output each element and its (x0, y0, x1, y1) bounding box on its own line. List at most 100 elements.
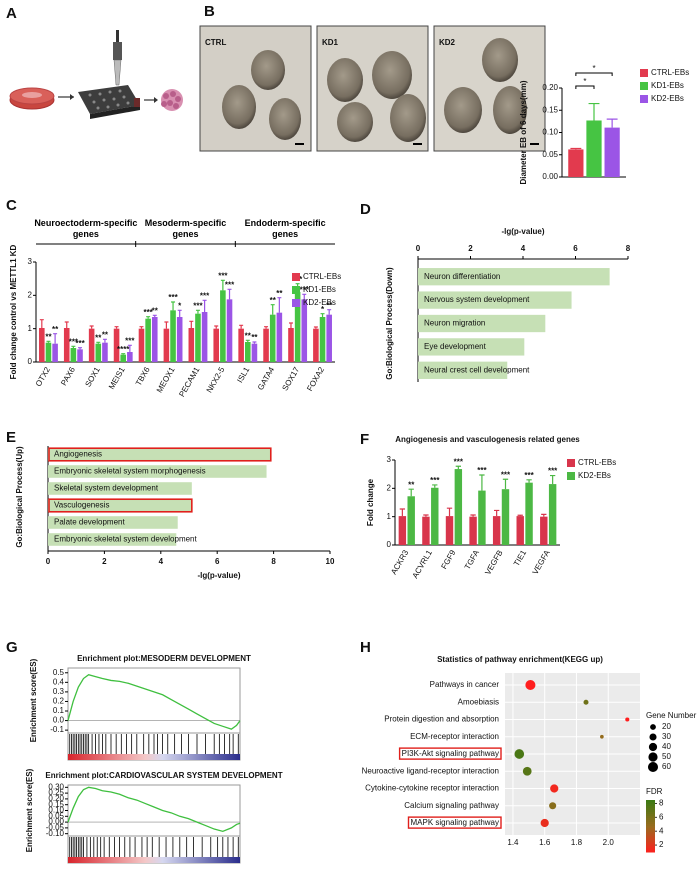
error-bar (320, 313, 325, 317)
micrograph: KD1 (316, 25, 429, 152)
colorbar-cell (646, 842, 655, 845)
micrograph: CTRL (199, 25, 312, 152)
significance: *** (524, 471, 534, 480)
significance: ** (52, 325, 59, 334)
bar (45, 342, 52, 362)
colorbar-cell (646, 836, 655, 839)
bar (226, 299, 233, 362)
highlight (398, 747, 502, 760)
bar (220, 290, 226, 362)
error-bar (541, 513, 547, 517)
y-tick-label: Neuroactive ligand-receptor interaction (362, 766, 499, 775)
significance: * (178, 301, 182, 310)
bar (469, 516, 477, 545)
error-bar (71, 345, 76, 348)
colorbar-cell (646, 844, 655, 847)
error-bar (494, 509, 500, 517)
y-tick-label: 2 (28, 290, 33, 299)
significance: **** (117, 345, 130, 354)
bar (418, 338, 525, 356)
y-tick-label: Cytokine-cytokine receptor interaction (365, 784, 499, 793)
x-tick-label: ACVRL1 (411, 548, 435, 580)
significance: ** (270, 296, 277, 305)
y-tick-label: 0.3 (53, 687, 65, 696)
x-tick-label: MEOX1 (155, 365, 177, 394)
annotation: * (583, 77, 586, 86)
micrograph: KD2 (433, 25, 546, 152)
bar (245, 342, 251, 362)
bar-label: Neural crest cell development (424, 365, 530, 374)
bar (238, 328, 244, 362)
panel-label: H (360, 639, 371, 656)
error-bar (202, 299, 207, 312)
y-tick-label: 0 (387, 540, 392, 549)
chart-title: Enrichment plot:MESODERM DEVELOPMENT (77, 654, 251, 663)
x-tick-label: 1.8 (571, 838, 583, 847)
image-label: KD2 (439, 38, 456, 47)
colorbar-cell (646, 800, 655, 803)
error-bar (446, 507, 453, 517)
colorbar-cell (646, 810, 655, 813)
error-bar (408, 488, 414, 497)
x-tick-label: 2 (102, 557, 107, 566)
significance: *** (125, 336, 135, 345)
colorbar-cell (646, 824, 655, 827)
bar (188, 328, 195, 362)
bar (120, 354, 126, 362)
bar (301, 299, 308, 362)
y-tick-label: 0.30 (48, 782, 64, 791)
legend-label: CTRL-EBs (303, 272, 341, 281)
colorbar-cell (646, 850, 655, 853)
bar-label: Skeletal system development (54, 484, 159, 493)
y-tick-label: 0.2 (53, 697, 65, 706)
error-bar (227, 288, 232, 300)
bar (95, 343, 102, 362)
highlight (407, 816, 502, 829)
panel-label: G (6, 639, 18, 656)
error-bar (214, 325, 219, 329)
legend-swatch (640, 95, 648, 103)
x-tick-label: 4 (159, 557, 164, 566)
y-tick-label: Pathways in cancer (430, 680, 500, 689)
error-bar (239, 324, 244, 329)
legend-swatch (292, 273, 300, 281)
y-tick-label: 0.20 (48, 794, 64, 803)
y-tick-label: 0.00 (48, 817, 64, 826)
error-bar (164, 321, 169, 329)
bar (313, 328, 319, 362)
size-key (647, 761, 659, 773)
x-tick-label: ISL1 (235, 365, 251, 384)
bar (88, 328, 95, 362)
x-tick-label: ACKR3 (389, 548, 410, 576)
bar (48, 499, 192, 512)
y-tick-label: -0.1 (50, 725, 64, 734)
x-tick-label: 6 (573, 244, 578, 253)
significance: ** (95, 333, 102, 342)
x-tick-label: VEGFB (483, 549, 504, 577)
significance: *** (69, 337, 79, 346)
error-bar (252, 341, 257, 344)
error-bar (220, 279, 225, 291)
error-bar (39, 319, 44, 328)
bracket (575, 85, 595, 89)
bar (478, 490, 486, 545)
x-tick-label: NKX2-5 (205, 365, 227, 394)
y-tick-label: Calcium signaling pathway (404, 801, 499, 810)
colorbar-cell (646, 816, 655, 819)
size-key (648, 752, 658, 762)
bar (501, 489, 510, 545)
schematic (9, 30, 183, 119)
error-bar (78, 347, 83, 350)
bar (294, 292, 301, 362)
error-bar (570, 147, 582, 150)
bar (418, 268, 610, 286)
legend-label: 50 (662, 752, 671, 761)
point (549, 802, 557, 810)
panel-label: E (6, 429, 16, 446)
bar (145, 318, 151, 362)
bar (48, 448, 271, 461)
x-tick-label: 1.6 (539, 838, 551, 847)
significance: *** (193, 301, 203, 310)
y-tick-label: Amoebiasis (458, 697, 499, 706)
